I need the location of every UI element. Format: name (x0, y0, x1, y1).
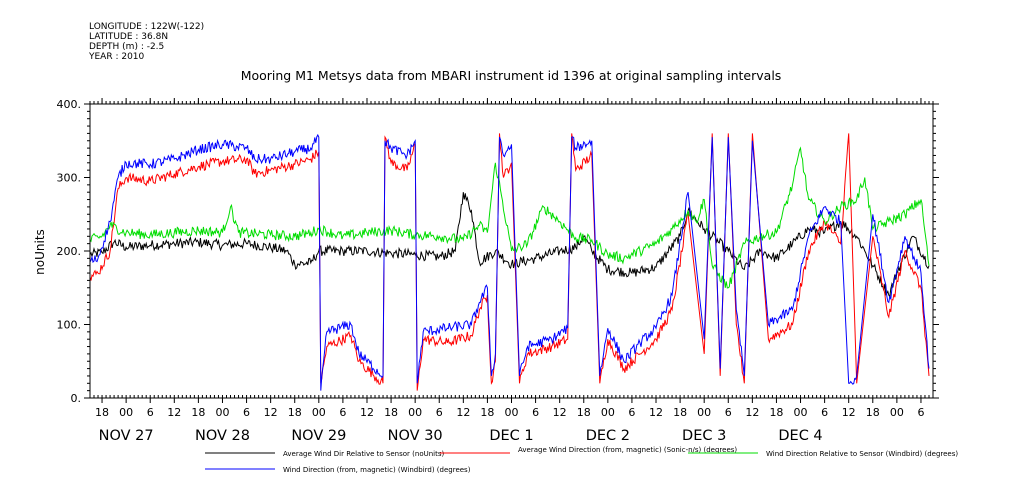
x-hour-label: 00 (408, 406, 422, 419)
x-day-label: NOV 29 (291, 428, 346, 444)
x-hour-label: 6 (243, 406, 250, 419)
series-line-3 (89, 146, 930, 289)
x-hour-label: 6 (436, 406, 443, 419)
x-day-label: NOV 30 (388, 428, 443, 444)
x-hour-label: 12 (360, 406, 374, 419)
year-label: YEAR : 2010 (88, 52, 145, 62)
latitude-label: LATITUDE : 36.8N (89, 32, 168, 42)
x-hour-label: 00 (312, 406, 326, 419)
x-hour-label: 18 (769, 406, 783, 419)
x-hour-label: 12 (456, 406, 470, 419)
x-hour-label: 6 (917, 406, 924, 419)
legend-label-1: Average Wind Dir Relative to Sensor (noU… (283, 450, 444, 458)
series-line-2 (89, 133, 930, 391)
x-hour-label: 18 (95, 406, 109, 419)
x-hour-label: 12 (745, 406, 759, 419)
legend-label-3: Wind Direction Relative to Sensor (Windb… (766, 450, 958, 458)
y-tick-label: 100. (57, 319, 82, 332)
x-hour-label: 00 (794, 406, 808, 419)
x-hour-label: 12 (167, 406, 181, 419)
x-hour-label: 00 (890, 406, 904, 419)
x-hour-label: 00 (601, 406, 615, 419)
y-tick-label: 300. (57, 172, 82, 185)
legend: Average Wind Dir Relative to Sensor (noU… (205, 446, 958, 474)
x-hour-label: 18 (191, 406, 205, 419)
x-day-label: DEC 1 (489, 428, 533, 444)
depth-label: DEPTH (m) : -2.5 (89, 42, 164, 52)
x-hour-label: 12 (649, 406, 663, 419)
x-hour-label: 00 (505, 406, 519, 419)
x-hour-label: 6 (725, 406, 732, 419)
x-hour-label: 18 (673, 406, 687, 419)
x-day-label: NOV 27 (99, 428, 154, 444)
x-hour-label: 00 (697, 406, 711, 419)
series-line-1 (89, 192, 930, 299)
axes-layer: 0. 100. 200. 300. 400. 18 00 6 12 18 00 6 12 18 00 6 12 1… (57, 98, 939, 444)
x-day-label: NOV 28 (195, 428, 250, 444)
x-hour-label: 18 (288, 406, 302, 419)
x-hour-label: 6 (532, 406, 539, 419)
x-hour-label: 00 (119, 406, 133, 419)
x-day-label: DEC 2 (586, 428, 630, 444)
x-hour-label: 12 (264, 406, 278, 419)
x-hour-label: 6 (339, 406, 346, 419)
x-hour-label: 00 (215, 406, 229, 419)
chart-title: Mooring M1 Metsys data from MBARI instru… (241, 68, 782, 83)
x-day-label: DEC 4 (778, 428, 822, 444)
y-tick-label: 400. (57, 98, 82, 111)
x-hour-label: 6 (821, 406, 828, 419)
longitude-label: LONGITUDE : 122W(-122) (89, 22, 204, 32)
x-hour-label: 6 (147, 406, 154, 419)
series-line-4 (89, 133, 930, 391)
y-tick-label: 0. (71, 392, 82, 405)
x-hour-label: 18 (384, 406, 398, 419)
legend-label-2: Average Wind Direction (from, magnetic) … (518, 446, 737, 454)
x-hour-label: 12 (553, 406, 567, 419)
x-hour-label: 18 (480, 406, 494, 419)
x-hour-label: 6 (628, 406, 635, 419)
metadata-block: LONGITUDE : 122W(-122) LATITUDE : 36.8N … (88, 22, 204, 62)
legend-label-4: Wind Direction (from, magnetic) (Windbir… (283, 466, 471, 474)
x-hour-label: 18 (577, 406, 591, 419)
x-hour-label: 12 (842, 406, 856, 419)
y-tick-label: 200. (57, 245, 82, 258)
x-hour-label: 18 (866, 406, 880, 419)
y-axis-label: noUnits (33, 229, 47, 275)
x-day-label: DEC 3 (682, 428, 726, 444)
series-layer (89, 133, 930, 391)
